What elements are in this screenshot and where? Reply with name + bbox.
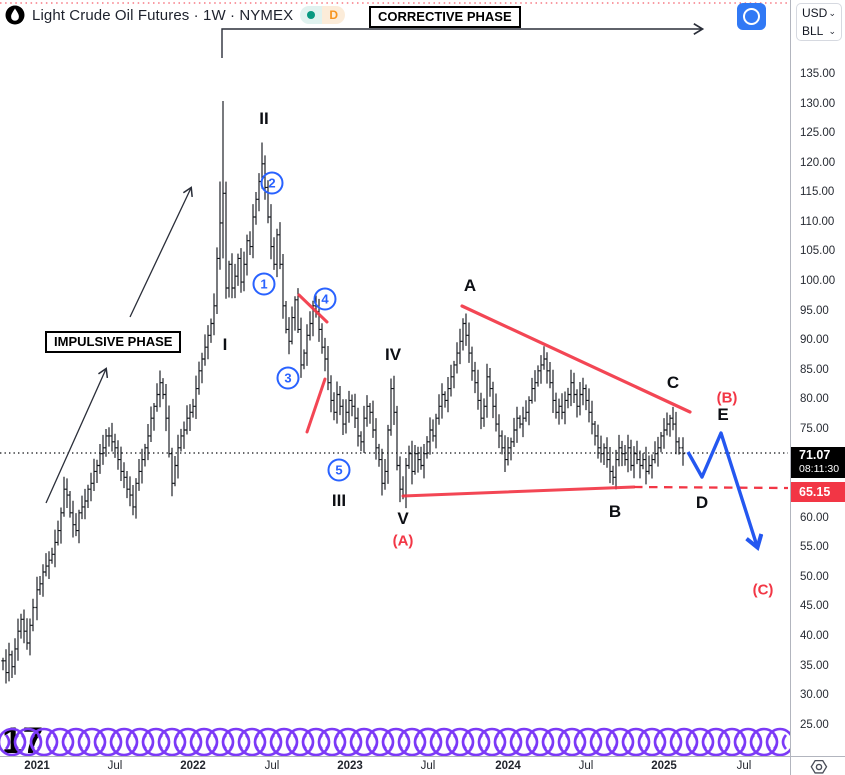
circled-wave-1[interactable]: 1 (252, 272, 276, 296)
impulsive-phase-label[interactable]: IMPULSIVE PHASE (45, 331, 182, 353)
gear-icon[interactable] (810, 759, 828, 775)
unit-value: BLL (802, 24, 824, 38)
watermark-circles (0, 727, 795, 757)
price-tick: 30.00 (800, 689, 829, 701)
price-tick: 75.00 (800, 423, 829, 435)
time-tick: 2024 (495, 760, 521, 772)
axis-corner[interactable] (790, 756, 845, 775)
price-tick: 100.00 (800, 275, 836, 287)
price-tick: 110.00 (800, 216, 835, 228)
time-tick: Jul (264, 760, 280, 772)
wave5-red-segment[interactable] (305, 377, 327, 434)
wave-label-iii[interactable]: III (331, 491, 347, 510)
camera-icon (743, 8, 760, 25)
unit-dropdown[interactable]: BLL ⌄ (797, 22, 841, 40)
impulsive-arrow-2[interactable] (129, 186, 193, 318)
impulsive-arrow-1[interactable] (45, 367, 109, 504)
wave-label-a[interactable]: A (463, 276, 477, 295)
countdown-timer: 08:11:30 (799, 463, 840, 475)
chart-legend[interactable]: Light Crude Oil Futures · 1W · NYMEX D (5, 5, 346, 25)
time-tick: Jul (107, 760, 123, 772)
symbol-title[interactable]: Light Crude Oil Futures · 1W · NYMEX (32, 6, 294, 24)
time-tick: 2023 (337, 760, 363, 772)
price-tick: 60.00 (800, 512, 829, 524)
price-tick: 90.00 (800, 334, 829, 346)
time-tick: Jul (736, 760, 752, 772)
circled-wave-4[interactable]: 4 (313, 287, 337, 311)
time-axis[interactable]: 2021 Jul 2022 Jul 2023 Jul 2024 Jul 2025 Jul (0, 756, 790, 775)
wave-label-e[interactable]: E (717, 405, 729, 424)
price-tick: 125.00 (800, 127, 836, 139)
last-price-tag: 71.07 08:11:30 (791, 447, 845, 478)
wave-label-i[interactable]: I (222, 335, 228, 354)
alert-price-tag: 65.15 (791, 482, 845, 502)
wave-label-c[interactable]: C (666, 373, 680, 392)
wave-label-ii[interactable]: II (259, 109, 269, 128)
indicator-pills[interactable]: D (300, 6, 346, 24)
price-tick: 120.00 (800, 157, 836, 169)
upper-triangle-trendline[interactable] (460, 304, 692, 414)
circled-wave-2[interactable]: 2 (260, 171, 284, 195)
wave-label-a[interactable]: (A) (392, 532, 414, 550)
price-tick: 95.00 (800, 305, 829, 317)
price-tick: 45.00 (800, 600, 829, 612)
chevron-down-icon: ⌄ (828, 26, 836, 36)
circled-wave-5[interactable]: 5 (327, 458, 351, 482)
time-tick: 2022 (180, 760, 206, 772)
indicator-d-badge[interactable]: D (322, 6, 346, 24)
price-tick: 80.00 (800, 393, 829, 405)
projected-path-arrow[interactable] (686, 431, 757, 546)
wave-label-b[interactable]: (B) (716, 389, 738, 407)
corrective-phase-arrow-line[interactable] (221, 23, 705, 58)
axis-unit-box: USD ⌄ BLL ⌄ (796, 3, 842, 41)
time-tick: 2025 (651, 760, 677, 772)
oil-drop-logo (5, 5, 25, 25)
price-tick: 40.00 (800, 630, 829, 642)
wave-label-c[interactable]: (C) (752, 581, 774, 599)
time-tick: Jul (578, 760, 594, 772)
price-tick: 50.00 (800, 571, 829, 583)
price-tick: 115.00 (800, 186, 835, 198)
time-tick: 2021 (24, 760, 50, 772)
price-tick: 35.00 (800, 660, 829, 672)
price-tick: 135.00 (800, 68, 836, 80)
wave-label-b[interactable]: B (608, 502, 622, 521)
lower-triangle-trendline[interactable] (401, 485, 636, 498)
lower-trendline-extension-dashed[interactable] (633, 485, 789, 490)
circled-wave-3[interactable]: 3 (276, 366, 300, 390)
currency-value: USD (802, 6, 828, 20)
wave-label-v[interactable]: V (397, 509, 409, 528)
last-price-value: 71.07 (799, 448, 831, 462)
snapshot-button[interactable] (737, 3, 766, 30)
corrective-phase-label[interactable]: CORRECTIVE PHASE (369, 6, 521, 28)
price-tick: 25.00 (800, 719, 829, 731)
price-tick: 85.00 (800, 364, 829, 376)
chevron-down-icon: ⌄ (828, 8, 836, 18)
wave-label-d[interactable]: D (695, 493, 709, 512)
time-tick: Jul (420, 760, 436, 772)
wave4-red-segment[interactable] (297, 293, 329, 324)
price-bars (1, 101, 685, 684)
price-tick: 105.00 (800, 245, 836, 257)
currency-dropdown[interactable]: USD ⌄ (797, 4, 841, 22)
price-axis[interactable]: USD ⌄ BLL ⌄ 135.00 130.00 125.00 120.00 115.… (790, 0, 845, 756)
wave-label-iv[interactable]: IV (384, 345, 402, 364)
price-tick: 130.00 (800, 98, 836, 110)
price-tick: 55.00 (800, 541, 829, 553)
indicator-dot-icon[interactable] (300, 6, 323, 24)
